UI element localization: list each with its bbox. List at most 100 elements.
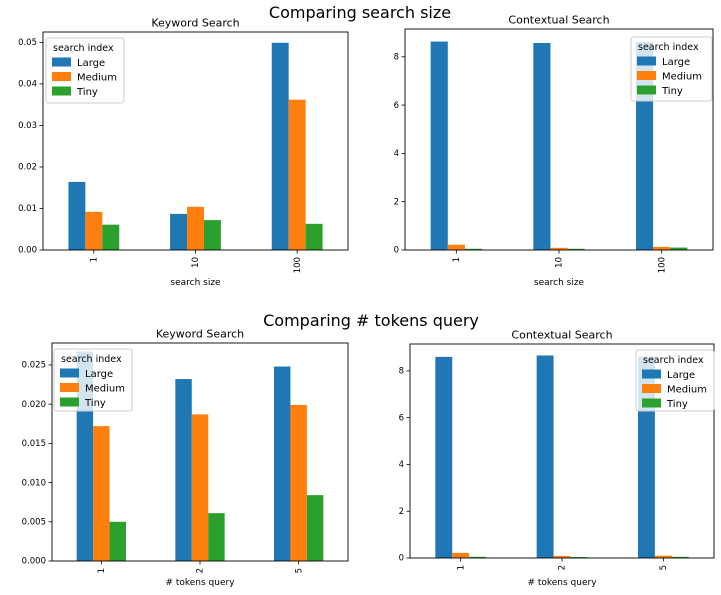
legend-swatch-medium bbox=[637, 71, 656, 80]
x-tick-label: 1 bbox=[90, 257, 100, 262]
legend-title: search index bbox=[61, 354, 122, 365]
y-tick-label: 2 bbox=[394, 197, 399, 207]
y-tick-label: 0.010 bbox=[22, 478, 46, 488]
y-tick-label: 0.005 bbox=[22, 518, 46, 528]
bar-medium-5 bbox=[290, 404, 307, 561]
figure-suptitle-tokens-query: Comparing # tokens query bbox=[263, 311, 479, 330]
x-axis-label: search size bbox=[170, 278, 221, 288]
bar-medium-1 bbox=[452, 552, 470, 558]
bar-tiny-100 bbox=[670, 247, 688, 250]
bar-tiny-1 bbox=[464, 248, 482, 250]
bar-medium-1 bbox=[85, 211, 103, 250]
y-tick-label: 0.02 bbox=[18, 163, 37, 173]
bar-medium-100 bbox=[288, 99, 306, 251]
x-axis-label: search size bbox=[534, 278, 585, 288]
legend-label-tiny: Tiny bbox=[84, 398, 106, 409]
legend-swatch-medium bbox=[642, 384, 661, 393]
x-tick-label: 1 bbox=[456, 565, 466, 570]
legend-label-medium: Medium bbox=[85, 384, 125, 395]
bar-large-2 bbox=[175, 379, 192, 561]
legend-swatch-medium bbox=[52, 72, 71, 81]
figure-suptitle-search-size: Comparing search size bbox=[268, 3, 452, 22]
legend: search index Large Medium Tiny bbox=[53, 348, 133, 412]
bar-tiny-1 bbox=[469, 556, 486, 558]
legend: search index Large Medium Tiny bbox=[45, 37, 125, 104]
legend-label-large: Large bbox=[662, 57, 690, 68]
subplot-title: Keyword Search bbox=[156, 328, 244, 341]
x-tick-label: 5 bbox=[294, 568, 304, 573]
bar-large-100 bbox=[271, 42, 289, 250]
bar-large-1 bbox=[68, 181, 86, 250]
x-tick-label: 100 bbox=[657, 257, 667, 273]
legend-label-tiny: Tiny bbox=[666, 399, 688, 410]
y-tick-label: 4 bbox=[394, 149, 399, 159]
bar-medium-100 bbox=[653, 246, 671, 250]
bar-tiny-2 bbox=[570, 557, 588, 558]
legend-label-tiny: Tiny bbox=[76, 87, 98, 98]
legend: search index Large Medium Tiny bbox=[630, 36, 713, 102]
legend-title: search index bbox=[638, 42, 699, 53]
x-tick-label: 10 bbox=[191, 257, 201, 268]
y-tick-label: 4 bbox=[399, 460, 404, 470]
y-tick-label: 0.015 bbox=[22, 439, 46, 449]
chart-contextual-search-by-search-size: Contextual Search 1 10 100 0 2 4 6 8 search size s… bbox=[360, 0, 721, 297]
y-tick-label: 0 bbox=[394, 246, 399, 256]
bar-large-2 bbox=[536, 355, 554, 558]
legend-label-medium: Medium bbox=[667, 385, 707, 396]
bars bbox=[76, 351, 324, 561]
y-tick-label: 0.025 bbox=[22, 361, 46, 371]
legend-swatch-tiny bbox=[642, 398, 661, 408]
bar-medium-1 bbox=[447, 244, 465, 250]
legend-swatch-large bbox=[637, 56, 656, 66]
y-tick-label: 8 bbox=[394, 52, 399, 62]
bar-tiny-1 bbox=[109, 521, 126, 561]
legend-swatch-medium bbox=[60, 383, 79, 392]
y-tick-label: 6 bbox=[399, 413, 404, 423]
bar-medium-5 bbox=[654, 555, 672, 558]
bar-large-10 bbox=[170, 213, 188, 250]
subplot-title: Contextual Search bbox=[508, 14, 609, 27]
bar-medium-10 bbox=[187, 206, 204, 250]
y-tick-label: 8 bbox=[399, 367, 404, 377]
y-tick-label: 0.04 bbox=[18, 80, 37, 90]
x-axis-label: # tokens query bbox=[165, 578, 235, 588]
legend-label-large: Large bbox=[85, 369, 113, 380]
bar-medium-2 bbox=[553, 555, 571, 558]
bar-medium-2 bbox=[191, 414, 209, 561]
subplot-title: Keyword Search bbox=[151, 17, 239, 30]
y-tick-label: 0.05 bbox=[18, 38, 37, 48]
bar-tiny-5 bbox=[671, 556, 689, 558]
y-tick-label: 6 bbox=[394, 101, 399, 111]
bar-medium-10 bbox=[550, 247, 568, 250]
y-tick-label: 0 bbox=[399, 554, 404, 564]
bar-tiny-100 bbox=[305, 223, 323, 250]
chart-keyword-search-by-tokens-query: Keyword Search 1 2 5 0.000 0.005 0.010 0.015 0.0… bbox=[0, 297, 360, 595]
x-tick-label: 2 bbox=[558, 565, 568, 570]
bar-large-1 bbox=[435, 356, 453, 558]
x-axis-label: # tokens query bbox=[527, 578, 597, 588]
legend-label-medium: Medium bbox=[662, 72, 702, 83]
legend-swatch-tiny bbox=[637, 85, 656, 95]
bar-large-5 bbox=[274, 366, 291, 561]
legend-title: search index bbox=[53, 43, 114, 54]
subplot-title: Contextual Search bbox=[511, 329, 612, 342]
legend-label-large: Large bbox=[77, 58, 105, 69]
y-tick-label: 0.01 bbox=[18, 204, 37, 214]
legend-label-large: Large bbox=[667, 370, 695, 381]
y-tick-label: 0.000 bbox=[22, 557, 46, 567]
legend-label-tiny: Tiny bbox=[661, 86, 683, 97]
legend-swatch-large bbox=[642, 369, 661, 379]
bar-tiny-10 bbox=[567, 248, 585, 250]
x-tick-label: 2 bbox=[196, 568, 206, 573]
y-tick-label: 0.03 bbox=[18, 121, 37, 131]
bar-medium-1 bbox=[93, 426, 110, 561]
bar-tiny-5 bbox=[306, 495, 324, 561]
bar-tiny-1 bbox=[102, 224, 120, 250]
legend-label-medium: Medium bbox=[77, 73, 117, 84]
bar-tiny-2 bbox=[208, 513, 225, 561]
legend: search index Large Medium Tiny bbox=[635, 349, 715, 412]
x-tick-label: 10 bbox=[555, 257, 565, 268]
x-tick-label: 5 bbox=[659, 565, 669, 570]
legend-swatch-tiny bbox=[52, 86, 71, 96]
bar-large-1 bbox=[430, 41, 448, 251]
